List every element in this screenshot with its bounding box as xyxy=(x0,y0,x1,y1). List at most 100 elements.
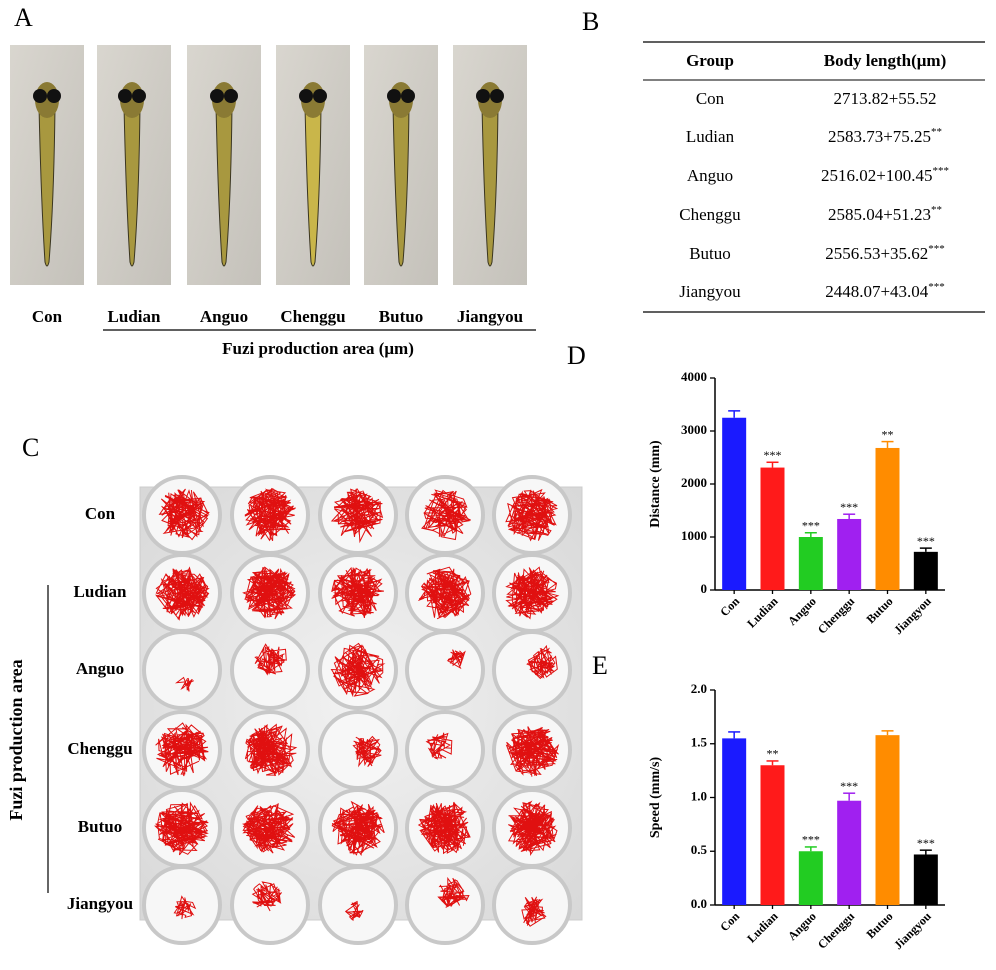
x-tick-label: Anguo xyxy=(785,594,819,628)
larva-body xyxy=(123,104,141,267)
track xyxy=(521,896,547,927)
track xyxy=(154,801,209,856)
track xyxy=(425,732,453,760)
larva-eye xyxy=(47,89,61,103)
larva-body xyxy=(38,104,56,267)
track xyxy=(254,643,287,676)
track xyxy=(242,566,296,620)
track xyxy=(173,895,197,920)
track xyxy=(244,487,296,542)
y-axis-label: Speed (mm/s) xyxy=(648,757,663,839)
larva-eye xyxy=(476,89,490,103)
y-tick-label: 2000 xyxy=(681,475,707,490)
y-tick-label: 3000 xyxy=(681,422,707,437)
x-tick-label: Anguo xyxy=(785,909,819,943)
significance: *** xyxy=(802,833,820,847)
bar xyxy=(760,467,785,590)
track xyxy=(352,735,382,768)
bar xyxy=(798,851,823,905)
table-header: Body length(μm) xyxy=(824,51,947,70)
bar xyxy=(913,551,938,590)
significance: ** xyxy=(931,204,942,216)
table-cell: Jiangyou xyxy=(679,282,741,301)
group-label: Chenggu xyxy=(280,307,345,326)
track xyxy=(155,722,209,777)
significance: ** xyxy=(767,747,779,761)
length: 2556.53+35.62 xyxy=(825,244,928,263)
significance: *** xyxy=(933,165,950,177)
row-label: Con xyxy=(85,504,116,523)
caption: Fuzi production area (μm) xyxy=(222,339,414,358)
table-cell: Butuo xyxy=(689,244,731,263)
significance: *** xyxy=(928,281,945,293)
table-cell: 2585.04+51.23** xyxy=(828,204,942,224)
larva-eye xyxy=(299,89,313,103)
y-axis-label: Distance (mm) xyxy=(648,440,663,528)
table-cell: 2713.82+55.52 xyxy=(833,89,936,108)
larva-eye xyxy=(490,89,504,103)
bar xyxy=(913,854,938,905)
track xyxy=(505,488,559,542)
row-label: Butuo xyxy=(78,817,122,836)
larva-eye xyxy=(224,89,238,103)
track xyxy=(526,644,558,680)
length: 2516.02+100.45 xyxy=(821,166,933,185)
track xyxy=(331,800,385,856)
y-tick-label: 0.0 xyxy=(691,896,707,911)
track xyxy=(344,900,364,922)
significance: *** xyxy=(840,500,858,514)
well xyxy=(405,475,485,555)
y-tick-label: 0 xyxy=(701,581,708,596)
track xyxy=(505,726,560,777)
significance: *** xyxy=(802,519,820,533)
track xyxy=(158,488,210,541)
x-tick-label: Ludian xyxy=(744,909,781,946)
track xyxy=(241,803,296,854)
significance: *** xyxy=(917,836,935,850)
bar xyxy=(722,417,747,590)
track xyxy=(505,566,560,620)
larva-body xyxy=(304,104,322,267)
larva-body xyxy=(481,104,499,267)
significance: *** xyxy=(764,448,782,462)
significance: *** xyxy=(840,779,858,793)
table-header: Group xyxy=(686,51,734,70)
group-label: Ludian xyxy=(108,307,161,326)
x-tick-label: Butuo xyxy=(863,909,895,941)
row-label: Ludian xyxy=(74,582,127,601)
bar xyxy=(875,735,900,905)
y-tick-label: 2.0 xyxy=(691,681,707,696)
track xyxy=(330,642,386,697)
track xyxy=(244,723,298,777)
bar xyxy=(760,765,785,905)
bar xyxy=(798,537,823,590)
well xyxy=(405,865,485,945)
group-label: Con xyxy=(32,307,63,326)
larva-eye xyxy=(387,89,401,103)
y-tick-label: 0.5 xyxy=(691,842,708,857)
significance: *** xyxy=(928,243,945,255)
table-cell: Anguo xyxy=(687,166,733,185)
track xyxy=(174,676,194,692)
track xyxy=(417,566,472,620)
track xyxy=(446,649,466,670)
table-cell: 2448.07+43.04*** xyxy=(825,281,945,301)
track xyxy=(507,800,558,856)
table-cell: Chenggu xyxy=(679,205,741,224)
table-cell: Con xyxy=(696,89,725,108)
table-cell: 2583.73+75.25** xyxy=(828,126,942,146)
track xyxy=(421,489,471,541)
x-tick-label: Chenggu xyxy=(815,909,858,952)
larva-eye xyxy=(33,89,47,103)
bar xyxy=(875,447,900,590)
x-tick-label: Jiangyou xyxy=(891,594,934,637)
x-tick-label: Butuo xyxy=(863,594,895,626)
track xyxy=(331,566,384,619)
group-label: Anguo xyxy=(200,307,248,326)
x-tick-label: Con xyxy=(717,594,742,619)
length: 2585.04+51.23 xyxy=(828,205,931,224)
length: 2713.82+55.52 xyxy=(833,89,936,108)
track xyxy=(330,488,384,544)
table-cell: Ludian xyxy=(686,127,735,146)
